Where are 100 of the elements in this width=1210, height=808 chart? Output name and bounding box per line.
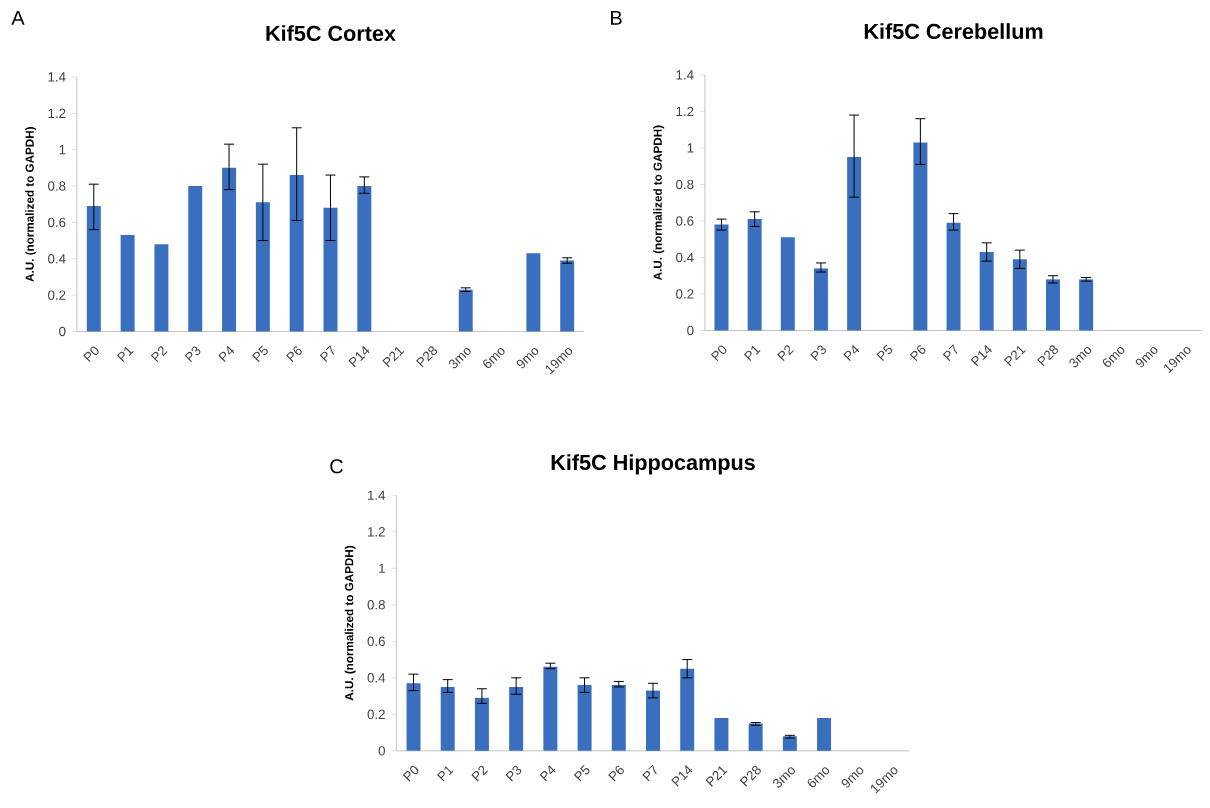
x-tick-label: 9mo [516, 348, 539, 369]
bar [1012, 259, 1027, 331]
x-tick-label: P1 [116, 346, 134, 363]
x-tick-label: P7 [942, 344, 958, 362]
y-tick-label: 0 [687, 325, 694, 336]
y-axis-title: A.U. (normalized to GAPDH) [653, 125, 665, 281]
x-tick-label: P6 [286, 346, 302, 363]
x-tick-label: P28 [416, 346, 438, 368]
bar [222, 167, 237, 332]
bar [847, 157, 862, 331]
x-tick-label: P5 [876, 344, 893, 362]
y-tick-label: 1.2 [368, 527, 385, 537]
x-tick-label: 9mo [1135, 347, 1158, 368]
bar [611, 685, 626, 751]
y-tick-label: 1 [59, 145, 66, 155]
bar [979, 252, 994, 331]
bar [440, 687, 455, 751]
bar [577, 685, 592, 751]
bar [780, 237, 795, 331]
text: C [330, 459, 343, 474]
bar [255, 202, 270, 332]
bar [526, 253, 541, 332]
bar [1079, 279, 1094, 331]
y-tick-label: 0 [59, 326, 66, 337]
x-tick-label: P28 [1037, 345, 1059, 367]
x-tick-label: P7 [319, 345, 335, 363]
bar [813, 268, 828, 331]
bar [913, 142, 928, 331]
bar [458, 289, 473, 332]
x-tick-label: P3 [810, 345, 827, 362]
y-tick-label: 1 [379, 563, 385, 573]
bar [646, 690, 660, 751]
x-tick-label: P4 [843, 345, 860, 362]
y-tick-label: 0.8 [48, 181, 66, 191]
y-tick-label: 0.8 [676, 179, 694, 190]
x-tick-label: P2 [150, 346, 168, 363]
bar [714, 718, 729, 751]
x-tick-label: P0 [402, 765, 419, 782]
x-tick-label: 6mo [483, 348, 505, 369]
x-tick-label: P4 [218, 346, 235, 363]
chart-title: Kif5C Cortex [266, 25, 396, 42]
bar [474, 698, 489, 751]
y-tick-label: 1.2 [48, 108, 66, 119]
y-tick-label: 0.2 [48, 290, 66, 300]
bar [560, 260, 575, 332]
x-tick-label: 3mo [448, 348, 471, 369]
bar [543, 666, 558, 751]
x-tick-label: 6mo [807, 767, 830, 788]
y-tick-label: 0.4 [676, 252, 694, 263]
x-tick-label: P14 [970, 345, 992, 367]
y-tick-label: 0.6 [676, 216, 694, 226]
y-tick-label: 1.2 [676, 106, 694, 117]
x-tick-label: 3mo [773, 767, 795, 788]
x-tick-label: P21 [705, 766, 728, 787]
x-tick-label: P1 [436, 766, 454, 782]
text: B [611, 11, 622, 25]
x-tick-label: P5 [252, 345, 268, 363]
bar [120, 235, 135, 332]
bar [86, 206, 101, 332]
bar [406, 683, 421, 751]
x-tick-label: P21 [1003, 346, 1026, 367]
x-tick-label: P1 [743, 345, 761, 362]
chart-title: Kif5C Cerebellum [864, 23, 1043, 40]
x-tick-label: 9mo [841, 767, 864, 788]
x-tick-label: P6 [608, 765, 624, 782]
x-tick-label: P0 [710, 345, 727, 362]
bar [357, 186, 372, 332]
x-tick-label: P0 [83, 346, 99, 363]
x-tick-label: P2 [777, 345, 794, 362]
bar [817, 718, 832, 751]
x-tick-label: P7 [642, 764, 657, 782]
y-tick-label: 0.2 [676, 289, 694, 299]
x-tick-label: P21 [382, 347, 405, 368]
x-tick-label: 6mo [1102, 347, 1125, 368]
text: A [11, 11, 25, 25]
x-tick-label: P14 [348, 346, 370, 368]
y-tick-label: 1.4 [48, 72, 66, 82]
bar [188, 186, 203, 332]
bar [323, 207, 338, 332]
x-tick-label: 3mo [1069, 347, 1092, 368]
y-tick-label: 0.6 [367, 636, 385, 647]
y-tick-label: 0 [378, 746, 386, 756]
x-tick-label: P4 [539, 765, 556, 782]
x-tick-label: P28 [739, 765, 761, 787]
y-tick-label: 0.6 [48, 217, 66, 228]
bar [1046, 279, 1060, 331]
y-tick-label: 1 [687, 143, 694, 153]
y-axis-title: A.U. (normalized to GAPDH) [25, 127, 37, 282]
y-tick-label: 0.4 [48, 254, 66, 264]
y-tick-label: 0.4 [367, 673, 386, 683]
bar [680, 668, 695, 751]
x-tick-label: P3 [184, 346, 201, 363]
bar [748, 723, 763, 751]
bar [154, 244, 169, 332]
bar [747, 219, 762, 331]
bar [289, 175, 304, 332]
y-axis-title: A.U. (normalized to GAPDH) [344, 546, 356, 701]
x-tick-label: P2 [471, 765, 489, 782]
y-tick-label: 1.4 [368, 490, 386, 500]
x-tick-label: P3 [505, 765, 522, 782]
